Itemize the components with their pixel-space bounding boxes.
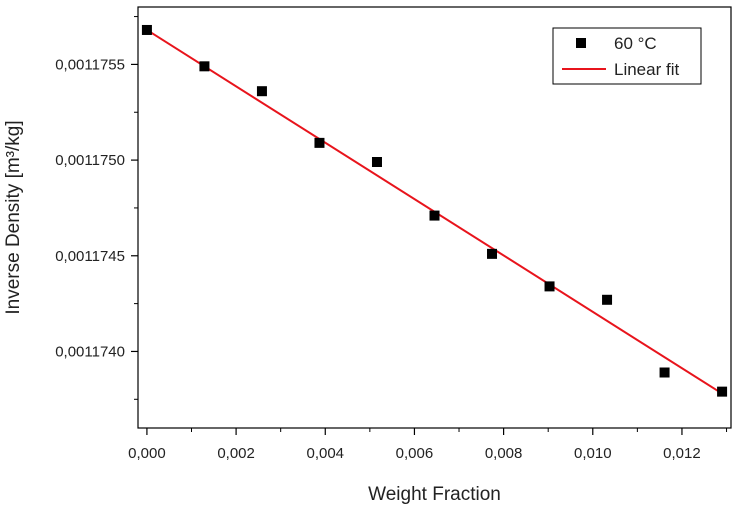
y-tick-label: 0,0011750	[55, 152, 125, 169]
x-tick-label: 0,000	[128, 445, 166, 462]
x-tick-label: 0,012	[663, 445, 701, 462]
legend-box	[552, 27, 702, 85]
x-tick-label: 0,010	[574, 445, 612, 462]
x-axis-tick-labels: 0,000 0,002 0,004 0,006 0,008 0,010 0,012	[128, 445, 701, 462]
data-point	[544, 281, 555, 292]
legend-label-60c: 60 °C	[614, 34, 657, 53]
plot-frame	[137, 6, 732, 429]
data-point	[256, 86, 267, 97]
legend-marker-60c	[576, 38, 586, 48]
y-axis-ticks	[131, 16, 138, 400]
y-tick-label: 0,0011745	[55, 248, 125, 265]
x-tick-label: 0,008	[485, 445, 523, 462]
y-axis-title: Inverse Density [m³/kg]	[3, 120, 24, 314]
y-tick-label: 0,0011740	[55, 343, 125, 360]
x-axis-ticks	[146, 428, 728, 435]
legend-label-linear-fit: Linear fit	[614, 60, 679, 79]
data-point	[429, 210, 440, 221]
y-tick-label: 0,0011755	[55, 56, 125, 73]
data-point	[659, 367, 670, 378]
data-point	[717, 386, 728, 397]
x-axis-title: Weight Fraction	[368, 484, 501, 505]
points-layer	[141, 24, 728, 397]
x-tick-label: 0,004	[306, 445, 344, 462]
legend: 60 °C Linear fit	[552, 27, 702, 85]
data-point	[199, 61, 210, 72]
data-point	[141, 24, 152, 35]
data-point	[602, 294, 613, 305]
data-point	[314, 137, 325, 148]
data-point	[487, 248, 498, 259]
x-tick-label: 0,006	[396, 445, 434, 462]
data-point	[371, 157, 382, 168]
x-tick-label: 0,002	[217, 445, 255, 462]
y-axis-tick-labels: 0,0011740 0,0011745 0,0011750 0,0011755	[55, 56, 125, 360]
